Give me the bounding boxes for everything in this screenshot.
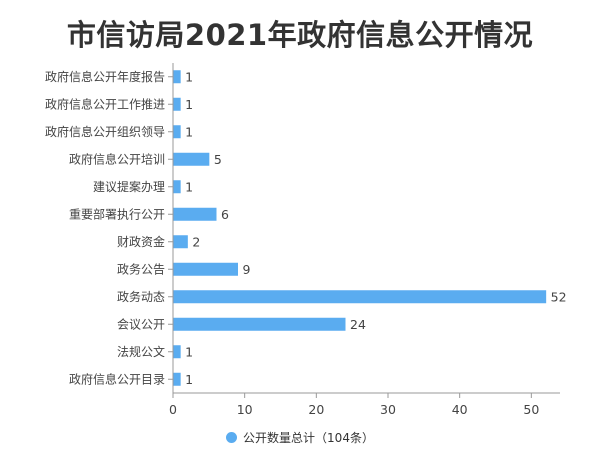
data-label: 9 (243, 262, 251, 277)
data-label: 6 (221, 207, 229, 222)
y-tick-label: 政府信息公开目录 (69, 371, 165, 386)
y-tick-label: 法规公文 (117, 344, 165, 359)
x-tick-label: 40 (452, 402, 468, 417)
y-tick-label: 政府信息公开组织领导 (45, 124, 165, 139)
data-label: 1 (185, 179, 193, 194)
x-tick-label: 0 (169, 402, 177, 417)
data-label: 2 (192, 234, 200, 249)
data-label: 1 (185, 97, 193, 112)
bar (173, 317, 346, 331)
bar (173, 290, 547, 304)
data-label: 1 (185, 372, 193, 387)
y-tick-label: 政务动态 (117, 289, 165, 304)
bar (173, 345, 181, 359)
bar (173, 372, 181, 386)
data-label: 5 (214, 152, 222, 167)
x-tick-label: 10 (237, 402, 253, 417)
y-tick-label: 会议公开 (117, 317, 165, 331)
bar (173, 70, 181, 84)
y-tick-label: 政府信息公开年度报告 (45, 69, 165, 84)
x-tick-label: 50 (523, 402, 539, 417)
x-tick-label: 30 (380, 402, 396, 417)
data-label: 1 (185, 344, 193, 359)
y-tick-label: 政务公告 (117, 261, 165, 276)
data-label: 52 (551, 289, 567, 304)
chart-title: 市信访局2021年政府信息公开情况 (66, 18, 534, 52)
y-tick-label: 财政资金 (117, 234, 165, 249)
bar (173, 152, 210, 166)
y-tick-label: 政府信息公开培训 (69, 151, 165, 166)
bar (173, 97, 181, 111)
data-label: 1 (185, 69, 193, 84)
bar (173, 125, 181, 139)
bar (173, 235, 188, 249)
y-tick-label: 政府信息公开工作推进 (45, 96, 165, 111)
bar (173, 262, 238, 276)
legend-label: 公开数量总计（104条） (243, 431, 374, 445)
legend: 公开数量总计（104条） (0, 429, 600, 446)
data-label: 24 (350, 317, 366, 332)
bar (173, 180, 181, 194)
bar (173, 207, 217, 221)
y-tick-label: 重要部署执行公开 (69, 206, 165, 221)
x-tick-label: 20 (308, 402, 324, 417)
data-label: 1 (185, 124, 193, 139)
y-tick-label: 建议提案办理 (93, 179, 165, 194)
legend-marker (226, 432, 238, 443)
